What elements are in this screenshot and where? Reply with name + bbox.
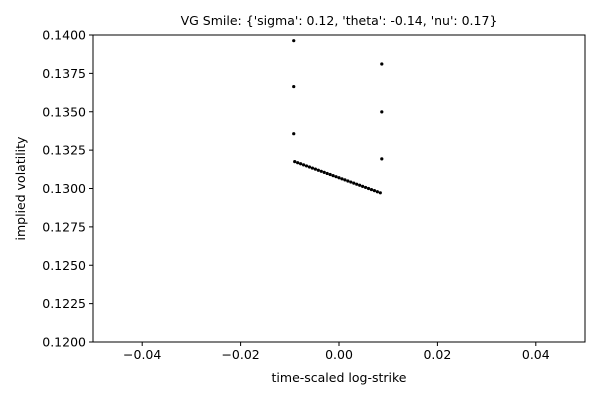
data-point — [380, 62, 384, 66]
data-point — [292, 132, 296, 136]
x-tick-label: −0.02 — [221, 347, 259, 362]
data-point — [334, 175, 338, 179]
data-point — [358, 183, 362, 187]
data-point — [310, 166, 315, 170]
data-point — [296, 161, 300, 165]
data-point — [331, 174, 335, 178]
x-axis-ticks: −0.04 −0.02 0.00 0.02 0.04 — [123, 342, 550, 362]
x-tick-label: −0.04 — [123, 347, 161, 362]
data-point — [380, 157, 384, 161]
data-point — [337, 176, 341, 180]
y-tick-label: 0.1275 — [42, 219, 86, 234]
data-point — [363, 185, 368, 190]
data-point — [361, 184, 365, 188]
data-point — [299, 162, 303, 166]
x-tick-label: 0.00 — [325, 347, 353, 362]
data-point — [322, 170, 326, 174]
data-point — [301, 163, 306, 167]
y-tick-label: 0.1250 — [42, 258, 86, 273]
data-point — [355, 182, 359, 186]
data-point — [325, 171, 329, 176]
data-point — [304, 164, 309, 168]
y-axis-label: implied volatility — [13, 136, 28, 241]
data-point — [366, 186, 371, 191]
y-tick-label: 0.1200 — [42, 335, 86, 350]
data-point — [292, 39, 296, 43]
y-tick-label: 0.1400 — [42, 28, 86, 43]
y-tick-label: 0.1375 — [42, 66, 86, 81]
y-tick-label: 0.1325 — [42, 143, 86, 158]
data-point — [343, 178, 347, 182]
data-point — [375, 190, 379, 194]
data-point — [369, 187, 374, 192]
data-point — [328, 172, 332, 177]
data-point — [319, 169, 323, 173]
y-tick-label: 0.1350 — [42, 104, 86, 119]
data-points — [292, 39, 384, 195]
data-point — [346, 179, 350, 183]
x-tick-label: 0.04 — [522, 347, 550, 362]
data-point — [313, 167, 317, 171]
data-point — [316, 168, 320, 172]
data-point — [380, 110, 384, 114]
x-axis-label: time-scaled log-strike — [272, 370, 407, 385]
data-point — [293, 160, 297, 164]
data-point — [307, 165, 312, 169]
data-point — [292, 84, 296, 89]
data-point — [378, 191, 382, 195]
data-point — [340, 177, 344, 181]
data-point — [349, 180, 353, 184]
data-point — [372, 189, 377, 193]
data-point — [352, 181, 356, 185]
y-tick-label: 0.1225 — [42, 296, 86, 311]
x-tick-label: 0.02 — [423, 347, 451, 362]
chart-title: VG Smile: {'sigma': 0.12, 'theta': -0.14… — [181, 13, 498, 28]
y-axis-ticks: 0.1200 0.1225 0.1250 0.1275 0.1300 0.1325 0.13… — [42, 28, 93, 350]
y-tick-label: 0.1300 — [42, 181, 86, 196]
